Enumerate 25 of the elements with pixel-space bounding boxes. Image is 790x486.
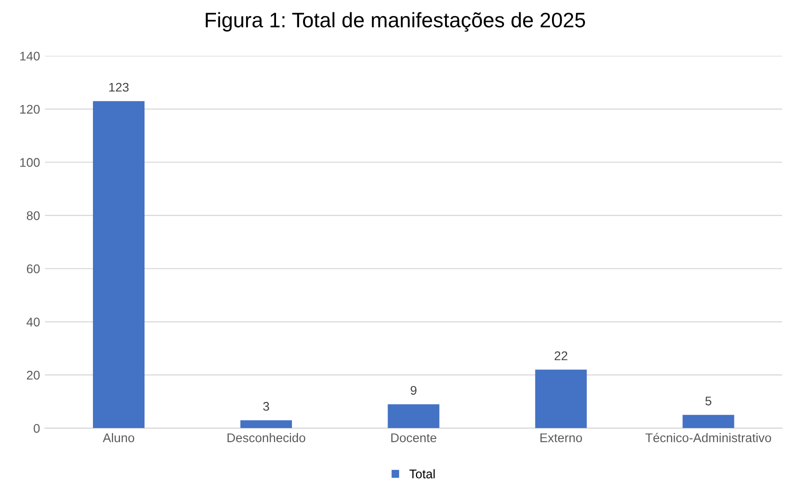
data-label: 5 [705, 396, 712, 406]
y-tick-label: 100 [20, 158, 40, 167]
bar [682, 414, 734, 428]
x-tick-label: Desconhecido [228, 433, 306, 442]
bar [92, 101, 145, 428]
bar [240, 420, 292, 428]
y-tick-label: 60 [26, 264, 40, 274]
bar [535, 370, 587, 428]
data-label: 3 [263, 402, 270, 411]
bar [388, 404, 440, 428]
y-tick-label: 40 [26, 318, 40, 326]
legend-label: Total [409, 469, 435, 478]
x-tick-label: Aluno [102, 433, 134, 442]
y-tick-label: 0 [34, 424, 40, 433]
y-tick-label: 140 [20, 52, 40, 61]
data-label: 22 [554, 351, 568, 360]
x-tick-label: Técnico-Administrativo [645, 432, 772, 442]
x-tick-label: Externo [540, 433, 582, 442]
chart-title: Figura 1: Total de manifestações de 2025 [206, 12, 586, 32]
data-label: 9 [410, 386, 416, 395]
y-tick-label: 20 [26, 370, 40, 380]
y-tick-label: 80 [26, 211, 40, 220]
x-tick-label: Docente [391, 433, 436, 442]
data-label: 123 [109, 82, 129, 92]
y-tick-label: 120 [20, 104, 40, 114]
